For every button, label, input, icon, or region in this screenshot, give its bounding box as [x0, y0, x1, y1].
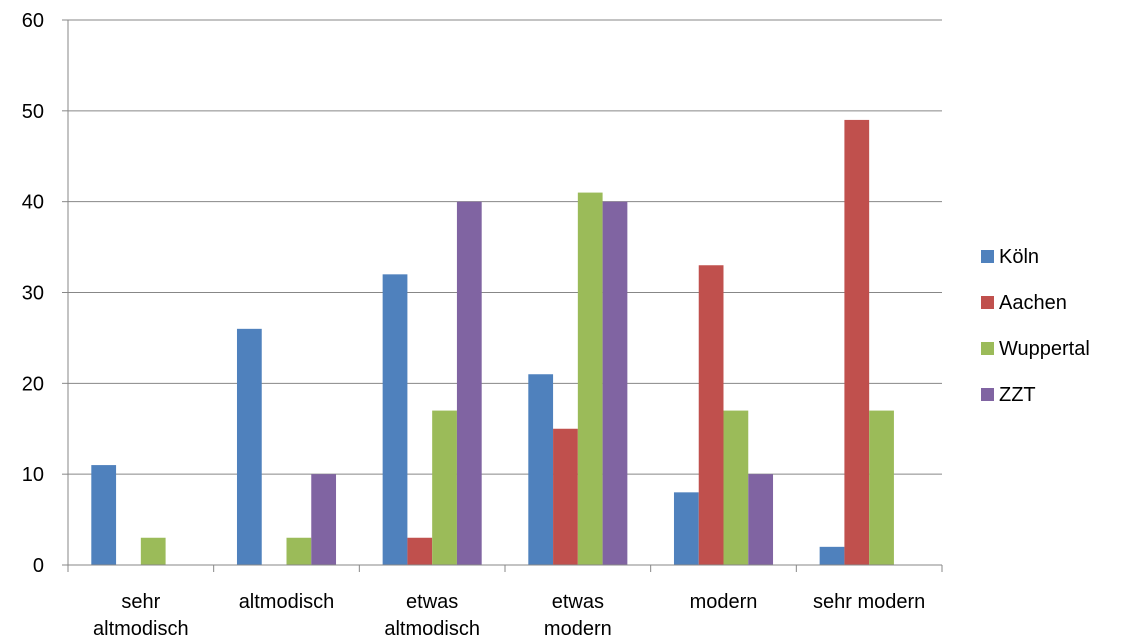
- bar: [673, 492, 699, 565]
- legend-swatch: [981, 342, 994, 355]
- bar: [844, 119, 870, 566]
- legend-label: Wuppertal: [999, 338, 1090, 360]
- bar: [382, 274, 408, 565]
- legend-swatch: [981, 296, 994, 309]
- y-tick-label: 10: [22, 464, 44, 486]
- bar: [748, 474, 774, 565]
- bar: [553, 428, 578, 565]
- bar: [91, 465, 117, 565]
- y-tick-label: 50: [22, 101, 44, 123]
- bar: [723, 410, 749, 565]
- bar: [456, 201, 482, 565]
- legend-label: Aachen: [999, 292, 1067, 314]
- y-tick-label: 0: [33, 555, 44, 577]
- legend: Köln Aachen Wuppertal ZZT: [981, 246, 1090, 406]
- bar: [869, 410, 894, 565]
- legend-swatch: [981, 250, 994, 263]
- x-tick-label: altmodisch: [239, 591, 335, 613]
- gridlines: [68, 19, 942, 475]
- bar: [311, 474, 337, 565]
- bar: [236, 328, 262, 565]
- bar: [819, 546, 845, 565]
- y-tick-label: 60: [22, 10, 44, 32]
- bar: [577, 192, 603, 566]
- legend-label: ZZT: [999, 384, 1036, 406]
- bar: [528, 374, 554, 565]
- legend-label: Köln: [999, 246, 1039, 268]
- axes: [62, 19, 943, 572]
- x-tick-label: etwas modern: [544, 591, 612, 640]
- y-tick-label: 30: [22, 283, 44, 305]
- bar: [407, 537, 433, 565]
- x-tick-label: modern: [690, 591, 758, 613]
- x-tick-label: sehr modern: [813, 591, 925, 613]
- bar: [286, 537, 312, 565]
- y-axis-tick-labels: 0 10 20 30 40 50 60: [22, 10, 44, 577]
- bar: [140, 537, 166, 565]
- bar: [432, 410, 457, 565]
- y-tick-label: 20: [22, 373, 44, 395]
- x-axis-tick-labels: sehr altmodisch altmodisch etwas altmodisch e…: [93, 591, 925, 640]
- bar: [698, 265, 724, 565]
- legend-swatch: [981, 388, 994, 401]
- x-tick-label: sehr altmodisch: [93, 591, 189, 640]
- bar: [602, 201, 628, 565]
- x-tick-label: etwas altmodisch: [384, 591, 480, 640]
- bars: [91, 119, 894, 566]
- y-tick-label: 40: [22, 192, 44, 214]
